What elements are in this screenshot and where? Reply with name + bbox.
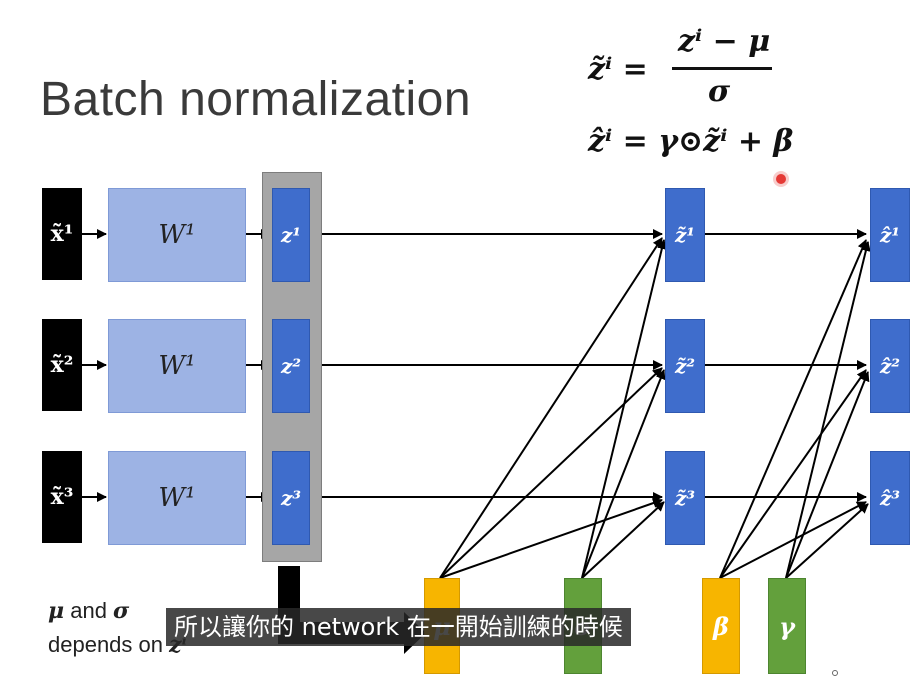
input-x3: x̃³ <box>42 451 82 543</box>
zhat3-box: ẑ³ <box>870 451 910 545</box>
arrow-sigma-zt1 <box>581 239 667 579</box>
z1-box: z¹ <box>272 188 310 282</box>
z2-box: z² <box>272 319 310 413</box>
arrow-gamma-zh1 <box>785 241 871 579</box>
video-subtitle: 所以讓你的 network 在一開始訓練的時候 <box>166 608 631 646</box>
zhat1-box: ẑ¹ <box>870 188 910 282</box>
note-and: and <box>64 598 114 623</box>
arrow-beta-zh3 <box>719 501 867 579</box>
fraction-bar <box>672 67 772 70</box>
arrow-gamma-zh3 <box>785 503 869 579</box>
arrow-mu-zt1 <box>439 237 663 579</box>
weight-box-1: W¹ <box>108 188 246 282</box>
weight-box-3: W¹ <box>108 451 246 545</box>
note-sigma: σ <box>113 598 130 624</box>
ztilde2-box: z̃² <box>665 319 705 413</box>
small-circle-mark <box>832 670 838 676</box>
laser-pointer-icon <box>776 174 786 184</box>
formula-denominator: σ <box>708 74 731 109</box>
arrow-mu-zt3 <box>439 498 663 579</box>
arrow-gamma-zh2 <box>785 371 870 579</box>
ztilde1-box: z̃¹ <box>665 188 705 282</box>
mu-sigma-note: μ and σ depends on zⁱ <box>48 594 187 662</box>
arrow-sigma-zt3 <box>581 501 665 579</box>
formula-ztilde-lhs: z̃ⁱ = <box>588 52 648 87</box>
formula-numerator: zⁱ − μ <box>678 24 771 59</box>
formula-zhat: ẑⁱ = γ⊙z̃ⁱ + β <box>588 124 794 159</box>
arrow-mu-zt2 <box>439 367 663 579</box>
weight-box-2: W¹ <box>108 319 246 413</box>
slide-title: Batch normalization <box>40 73 472 126</box>
note-depends: depends on <box>48 632 170 657</box>
gamma-box: γ <box>768 578 806 674</box>
note-mu: μ <box>48 598 65 624</box>
input-x2: x̃² <box>42 319 82 411</box>
arrow-beta-zh1 <box>719 239 868 579</box>
zhat2-box: ẑ² <box>870 319 910 413</box>
beta-box: β <box>702 578 740 674</box>
ztilde3-box: z̃³ <box>665 451 705 545</box>
arrow-beta-zh2 <box>719 369 867 579</box>
input-x1: x̃¹ <box>42 188 82 280</box>
z3-box: z³ <box>272 451 310 545</box>
arrow-sigma-zt2 <box>581 369 666 579</box>
